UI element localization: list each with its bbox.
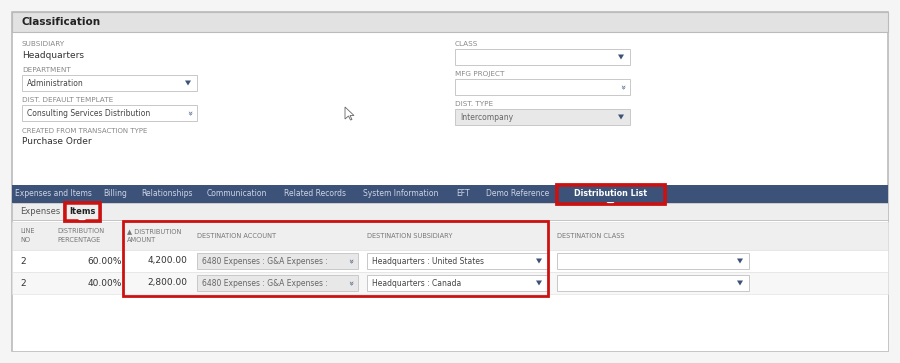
Text: Purchase Order: Purchase Order	[22, 138, 92, 147]
Polygon shape	[78, 219, 86, 223]
Text: 2: 2	[20, 278, 25, 287]
Text: 2: 2	[20, 257, 25, 265]
Bar	[557, 185, 664, 203]
Text: Distribution List: Distribution List	[574, 189, 647, 199]
Text: AMOUNT: AMOUNT	[127, 237, 157, 243]
Text: Administration: Administration	[27, 78, 84, 87]
Text: DEPARTMENT: DEPARTMENT	[22, 67, 71, 73]
Polygon shape	[536, 281, 542, 286]
Text: CREATED FROM TRANSACTION TYPE: CREATED FROM TRANSACTION TYPE	[22, 128, 148, 134]
Text: »: »	[616, 85, 625, 90]
Text: DIST. DEFAULT TEMPLATE: DIST. DEFAULT TEMPLATE	[22, 97, 113, 103]
Text: SUBSIDIARY: SUBSIDIARY	[22, 41, 65, 47]
Text: Demo Reference: Demo Reference	[486, 189, 549, 199]
Text: Communication: Communication	[206, 189, 266, 199]
Bar	[12, 12, 888, 32]
Bar	[22, 105, 197, 121]
Bar	[455, 79, 630, 95]
Polygon shape	[607, 202, 615, 206]
Text: ▲ DISTRIBUTION: ▲ DISTRIBUTION	[127, 228, 182, 234]
Bar	[22, 75, 197, 91]
Polygon shape	[536, 258, 542, 264]
Text: Billing: Billing	[104, 189, 127, 199]
Text: »: »	[184, 110, 193, 115]
Bar	[556, 184, 665, 204]
Text: 6480 Expenses : G&A Expenses :: 6480 Expenses : G&A Expenses :	[202, 257, 328, 265]
Bar	[557, 275, 749, 291]
Text: CLASS: CLASS	[455, 41, 479, 47]
Text: NO: NO	[20, 237, 30, 243]
Text: DISTRIBUTION: DISTRIBUTION	[57, 228, 104, 234]
Bar	[12, 272, 888, 294]
Text: Items: Items	[68, 207, 95, 216]
Bar	[65, 203, 99, 220]
Text: MFG PROJECT: MFG PROJECT	[455, 71, 504, 77]
Text: Expenses and Items: Expenses and Items	[14, 189, 92, 199]
Bar	[12, 203, 888, 220]
Text: »: »	[345, 281, 354, 286]
Text: DESTINATION CLASS: DESTINATION CLASS	[557, 233, 625, 239]
Text: 2,800.00: 2,800.00	[147, 278, 187, 287]
Bar	[557, 253, 749, 269]
Bar	[12, 185, 888, 203]
Text: Classification: Classification	[22, 17, 101, 27]
Text: 40.00%: 40.00%	[87, 278, 122, 287]
Bar	[12, 220, 888, 351]
Bar	[367, 253, 548, 269]
Text: PERCENTAGE: PERCENTAGE	[57, 237, 100, 243]
Text: LINE: LINE	[20, 228, 34, 234]
Text: Headquarters: Headquarters	[22, 50, 84, 60]
Text: System Information: System Information	[364, 189, 438, 199]
Polygon shape	[737, 281, 743, 286]
Bar	[64, 202, 100, 221]
Text: EFT: EFT	[456, 189, 470, 199]
Text: DESTINATION SUBSIDIARY: DESTINATION SUBSIDIARY	[367, 233, 453, 239]
Text: DIST. TYPE: DIST. TYPE	[455, 101, 493, 107]
Text: Relationships: Relationships	[140, 189, 193, 199]
Bar	[12, 222, 888, 250]
Polygon shape	[618, 114, 624, 119]
Bar	[455, 109, 630, 125]
Text: DESTINATION ACCOUNT: DESTINATION ACCOUNT	[197, 233, 276, 239]
Bar	[197, 253, 358, 269]
Bar	[12, 250, 888, 272]
Text: 60.00%: 60.00%	[87, 257, 122, 265]
Bar	[367, 275, 548, 291]
Polygon shape	[618, 54, 624, 60]
Polygon shape	[345, 107, 354, 120]
Text: »: »	[345, 258, 354, 264]
Text: 6480 Expenses : G&A Expenses :: 6480 Expenses : G&A Expenses :	[202, 278, 328, 287]
Text: Intercompany: Intercompany	[460, 113, 513, 122]
Polygon shape	[737, 258, 743, 264]
Bar	[123, 221, 548, 296]
Bar	[197, 275, 358, 291]
Polygon shape	[185, 81, 191, 86]
Text: 4,200.00: 4,200.00	[147, 257, 187, 265]
Text: Expenses: Expenses	[21, 207, 60, 216]
Text: Consulting Services Distribution: Consulting Services Distribution	[27, 109, 150, 118]
Text: Headquarters : Canada: Headquarters : Canada	[372, 278, 461, 287]
Bar	[455, 49, 630, 65]
Text: Related Records: Related Records	[284, 189, 346, 199]
Text: Headquarters : United States: Headquarters : United States	[372, 257, 484, 265]
